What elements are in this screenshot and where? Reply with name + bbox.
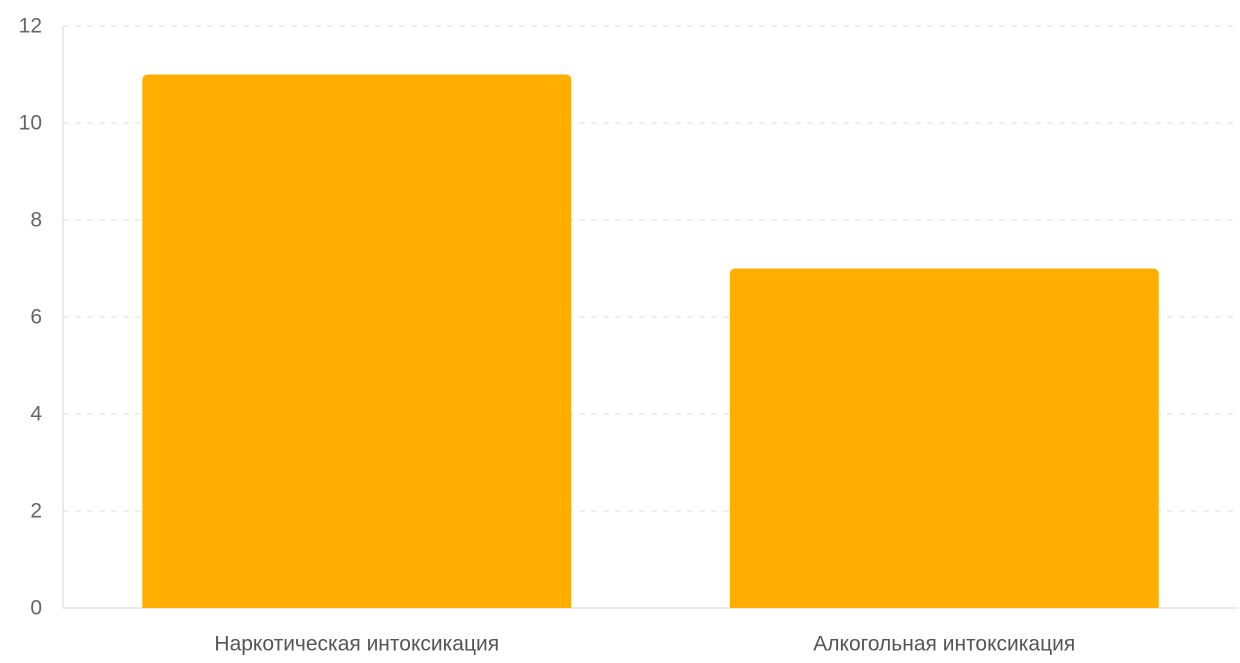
y-tick-label: 10	[19, 112, 42, 135]
x-category-label: Алкогольная интоксикация	[813, 633, 1075, 656]
y-axis-tick-labels: 0 2 4 6 8 10 12	[19, 15, 43, 620]
y-tick-label: 2	[30, 500, 42, 523]
bar	[142, 74, 572, 608]
y-tick-label: 4	[30, 403, 42, 426]
bars	[142, 74, 1159, 608]
x-category-label: Наркотическая интоксикация	[214, 633, 499, 656]
y-tick-label: 0	[30, 597, 42, 620]
y-tick-label: 8	[30, 209, 42, 232]
y-tick-label: 6	[30, 306, 42, 329]
y-tick-label: 12	[19, 15, 42, 38]
bar	[729, 268, 1159, 608]
x-axis-category-labels: Наркотическая интоксикация Алкогольная ин…	[214, 633, 1075, 656]
